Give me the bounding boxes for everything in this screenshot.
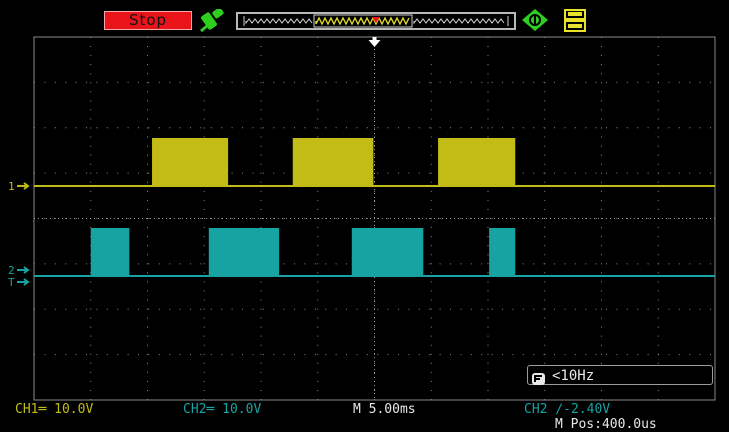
probe-icon[interactable] [198,7,226,37]
ch2-scale-readout: CH2═ 10.0V [183,402,262,417]
trigger-frequency-readout: <10Hz [527,365,713,385]
ch1-waveform-pulse [292,138,374,186]
trigger-position-arrow [368,40,381,47]
trigger-level-marker: T [8,276,30,289]
waveform-layer [34,138,715,277]
trigger-level-readout: CH2 ∕-2.40V [524,402,611,417]
ch2-waveform-pulse [351,228,424,276]
memory-position-bar[interactable] [236,12,516,30]
ch1-waveform-pulse [152,138,229,186]
ch1-waveform-pulse [438,138,516,186]
trigger-frequency-value: <10Hz [552,368,595,384]
svg-text:1: 1 [8,180,15,193]
ch2-waveform-pulse [208,228,280,276]
ch2-ground-marker: 2 [8,264,30,277]
timebase-readout: M 5.00ms [353,402,416,417]
ch1-ground-marker: 1 [8,180,30,193]
usb-icon[interactable] [522,9,548,35]
trigger-position-arrow-stem [372,37,377,41]
svg-text:T: T [8,276,15,289]
ch2-waveform-pulse [489,228,516,276]
run-stop-status-badge[interactable]: Stop [104,11,192,30]
graticule-grid [33,36,716,401]
memory-position-readout: M Pos:400.0us [555,417,657,432]
frequency-counter-icon [532,370,545,389]
trigger-position-marker-icon [372,8,380,27]
ch2-waveform-pulse [90,228,130,276]
marker-layer: 1 2T [8,37,381,289]
ch1-scale-readout: CH1═ 10.0V [15,402,94,417]
svg-text:2: 2 [8,264,15,277]
save-icon[interactable] [564,9,586,37]
